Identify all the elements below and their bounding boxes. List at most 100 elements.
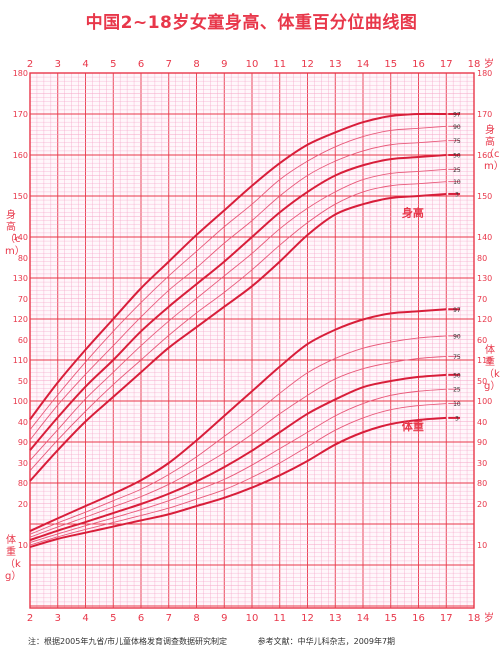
weight-tick-label-right: 50 bbox=[477, 377, 487, 386]
x-tick-label-top: 7 bbox=[166, 59, 172, 70]
x-tick-label-top: 17 bbox=[440, 59, 453, 70]
x-tick-label-top: 12 bbox=[301, 59, 314, 70]
footer-reference: 参考文献：中华儿科杂志，2009年7期 bbox=[257, 637, 396, 646]
height-axis-label-left: 身高（cm） bbox=[5, 210, 25, 257]
height-tick-label-right: 90 bbox=[477, 438, 487, 447]
x-tick-label-top: 10 bbox=[246, 59, 259, 70]
weight-tick-label-left: 50 bbox=[18, 377, 28, 386]
height-tick-label-left: 160 bbox=[13, 151, 28, 160]
height-percentile-label-p50: 50 bbox=[453, 153, 461, 160]
weight-tick-label-left: 80 bbox=[18, 254, 28, 263]
x-tick-label-bottom: 2 bbox=[27, 613, 33, 624]
height-tick-label-left: 180 bbox=[13, 69, 28, 78]
weight-tick-label-left: 40 bbox=[18, 418, 28, 427]
height-curve-p75 bbox=[29, 140, 447, 441]
x-tick-label-bottom: 15 bbox=[384, 613, 397, 624]
weight-tick-label-right: 10 bbox=[477, 541, 487, 550]
height-tick-label-right: 80 bbox=[477, 479, 487, 488]
x-tick-label-top: 4 bbox=[82, 59, 88, 70]
x-tick-label-top: 2 bbox=[27, 59, 33, 70]
x-tick-label-top: 8 bbox=[193, 59, 199, 70]
weight-tick-label-right: 30 bbox=[477, 459, 487, 468]
weight-tick-label-right: 20 bbox=[477, 500, 487, 509]
height-percentile-label-p90: 90 bbox=[453, 124, 461, 131]
height-tick-label-left: 120 bbox=[13, 315, 28, 324]
height-tick-label-right: 100 bbox=[477, 397, 492, 406]
height-tick-label-right: 110 bbox=[477, 356, 492, 365]
age-unit-top: 岁 bbox=[484, 57, 494, 70]
height-tick-label-right: 130 bbox=[477, 274, 492, 283]
x-tick-label-bottom: 18 bbox=[468, 613, 481, 624]
x-tick-label-top: 13 bbox=[329, 59, 342, 70]
x-tick-label-bottom: 16 bbox=[412, 613, 425, 624]
weight-curve-p3 bbox=[29, 416, 447, 549]
height-tick-label-left: 90 bbox=[18, 438, 28, 447]
height-tick-label-left: 100 bbox=[13, 397, 28, 406]
height-curve-p90 bbox=[29, 125, 447, 430]
height-tick-label-right: 120 bbox=[477, 315, 492, 324]
weight-tick-label-left: 20 bbox=[18, 500, 28, 509]
x-tick-label-top: 5 bbox=[110, 59, 116, 70]
weight-axis-label-right: 体重（kg） bbox=[484, 345, 501, 392]
weight-tick-label-right: 40 bbox=[477, 418, 487, 427]
height-tick-label-right: 140 bbox=[477, 233, 492, 242]
x-tick-label-bottom: 7 bbox=[166, 613, 172, 624]
x-tick-label-top: 9 bbox=[221, 59, 227, 70]
height-tick-label-left: 80 bbox=[18, 479, 28, 488]
plot-frame bbox=[29, 72, 475, 609]
weight-tick-label-right: 60 bbox=[477, 336, 487, 345]
x-tick-label-top: 15 bbox=[384, 59, 397, 70]
weight-percentile-label-p75: 75 bbox=[453, 354, 461, 361]
height-curve-p10 bbox=[29, 181, 447, 472]
weight-percentile-label-p10: 10 bbox=[453, 401, 461, 408]
weight-tick-label-right: 70 bbox=[477, 295, 487, 304]
height-percentile-label-p25: 25 bbox=[453, 167, 461, 174]
weight-tick-label-left: 60 bbox=[18, 336, 28, 345]
height-curve-p25 bbox=[29, 168, 447, 461]
x-tick-label-bottom: 12 bbox=[301, 613, 314, 624]
weight-percentile-label-p97: 97 bbox=[453, 307, 461, 314]
weight-tick-label-left: 30 bbox=[18, 459, 28, 468]
height-curves-label: 身高 bbox=[402, 206, 424, 220]
height-curve-p97 bbox=[29, 112, 447, 421]
height-tick-label-right: 170 bbox=[477, 110, 492, 119]
weight-tick-label-left: 70 bbox=[18, 295, 28, 304]
height-tick-label-left: 140 bbox=[13, 233, 28, 242]
height-curve-p50 bbox=[29, 154, 447, 451]
x-tick-label-top: 14 bbox=[357, 59, 370, 70]
weight-axis-label-left: 体重（kg） bbox=[5, 535, 22, 582]
height-tick-label-right: 160 bbox=[477, 151, 492, 160]
x-tick-label-top: 6 bbox=[138, 59, 144, 70]
weight-percentile-label-p3: 3 bbox=[455, 415, 459, 422]
height-percentile-label-p3: 3 bbox=[455, 191, 459, 198]
x-tick-label-top: 3 bbox=[55, 59, 61, 70]
x-tick-label-bottom: 9 bbox=[221, 613, 227, 624]
x-tick-label-bottom: 8 bbox=[193, 613, 199, 624]
weight-tick-label-left: 10 bbox=[18, 541, 28, 550]
height-percentile-label-p75: 75 bbox=[453, 138, 461, 145]
height-tick-label-right: 180 bbox=[477, 69, 492, 78]
weight-percentile-label-p25: 25 bbox=[453, 387, 461, 394]
weight-curve-p25 bbox=[29, 388, 447, 543]
x-tick-label-bottom: 10 bbox=[246, 613, 259, 624]
height-tick-label-left: 110 bbox=[13, 356, 28, 365]
x-tick-label-bottom: 11 bbox=[273, 613, 286, 624]
x-tick-label-top: 16 bbox=[412, 59, 425, 70]
height-axis-label-right: 身高（cm） bbox=[484, 125, 503, 172]
chart-title: 中国2~18岁女童身高、体重百分位曲线图 bbox=[85, 13, 418, 33]
x-tick-label-bottom: 4 bbox=[82, 613, 88, 624]
weight-curves-label: 体重 bbox=[402, 419, 424, 433]
x-tick-label-bottom: 13 bbox=[329, 613, 342, 624]
x-tick-label-top: 18 bbox=[468, 59, 481, 70]
x-tick-label-bottom: 14 bbox=[357, 613, 370, 624]
height-tick-label-left: 130 bbox=[13, 274, 28, 283]
weight-curve-p10 bbox=[29, 403, 447, 546]
height-tick-label-left: 150 bbox=[13, 192, 28, 201]
height-percentile-label-p97: 97 bbox=[453, 112, 461, 119]
x-tick-label-bottom: 5 bbox=[110, 613, 116, 624]
x-tick-label-bottom: 3 bbox=[55, 613, 61, 624]
x-tick-label-bottom: 17 bbox=[440, 613, 453, 624]
weight-curve-p75 bbox=[29, 355, 447, 538]
weight-tick-label-right: 80 bbox=[477, 254, 487, 263]
